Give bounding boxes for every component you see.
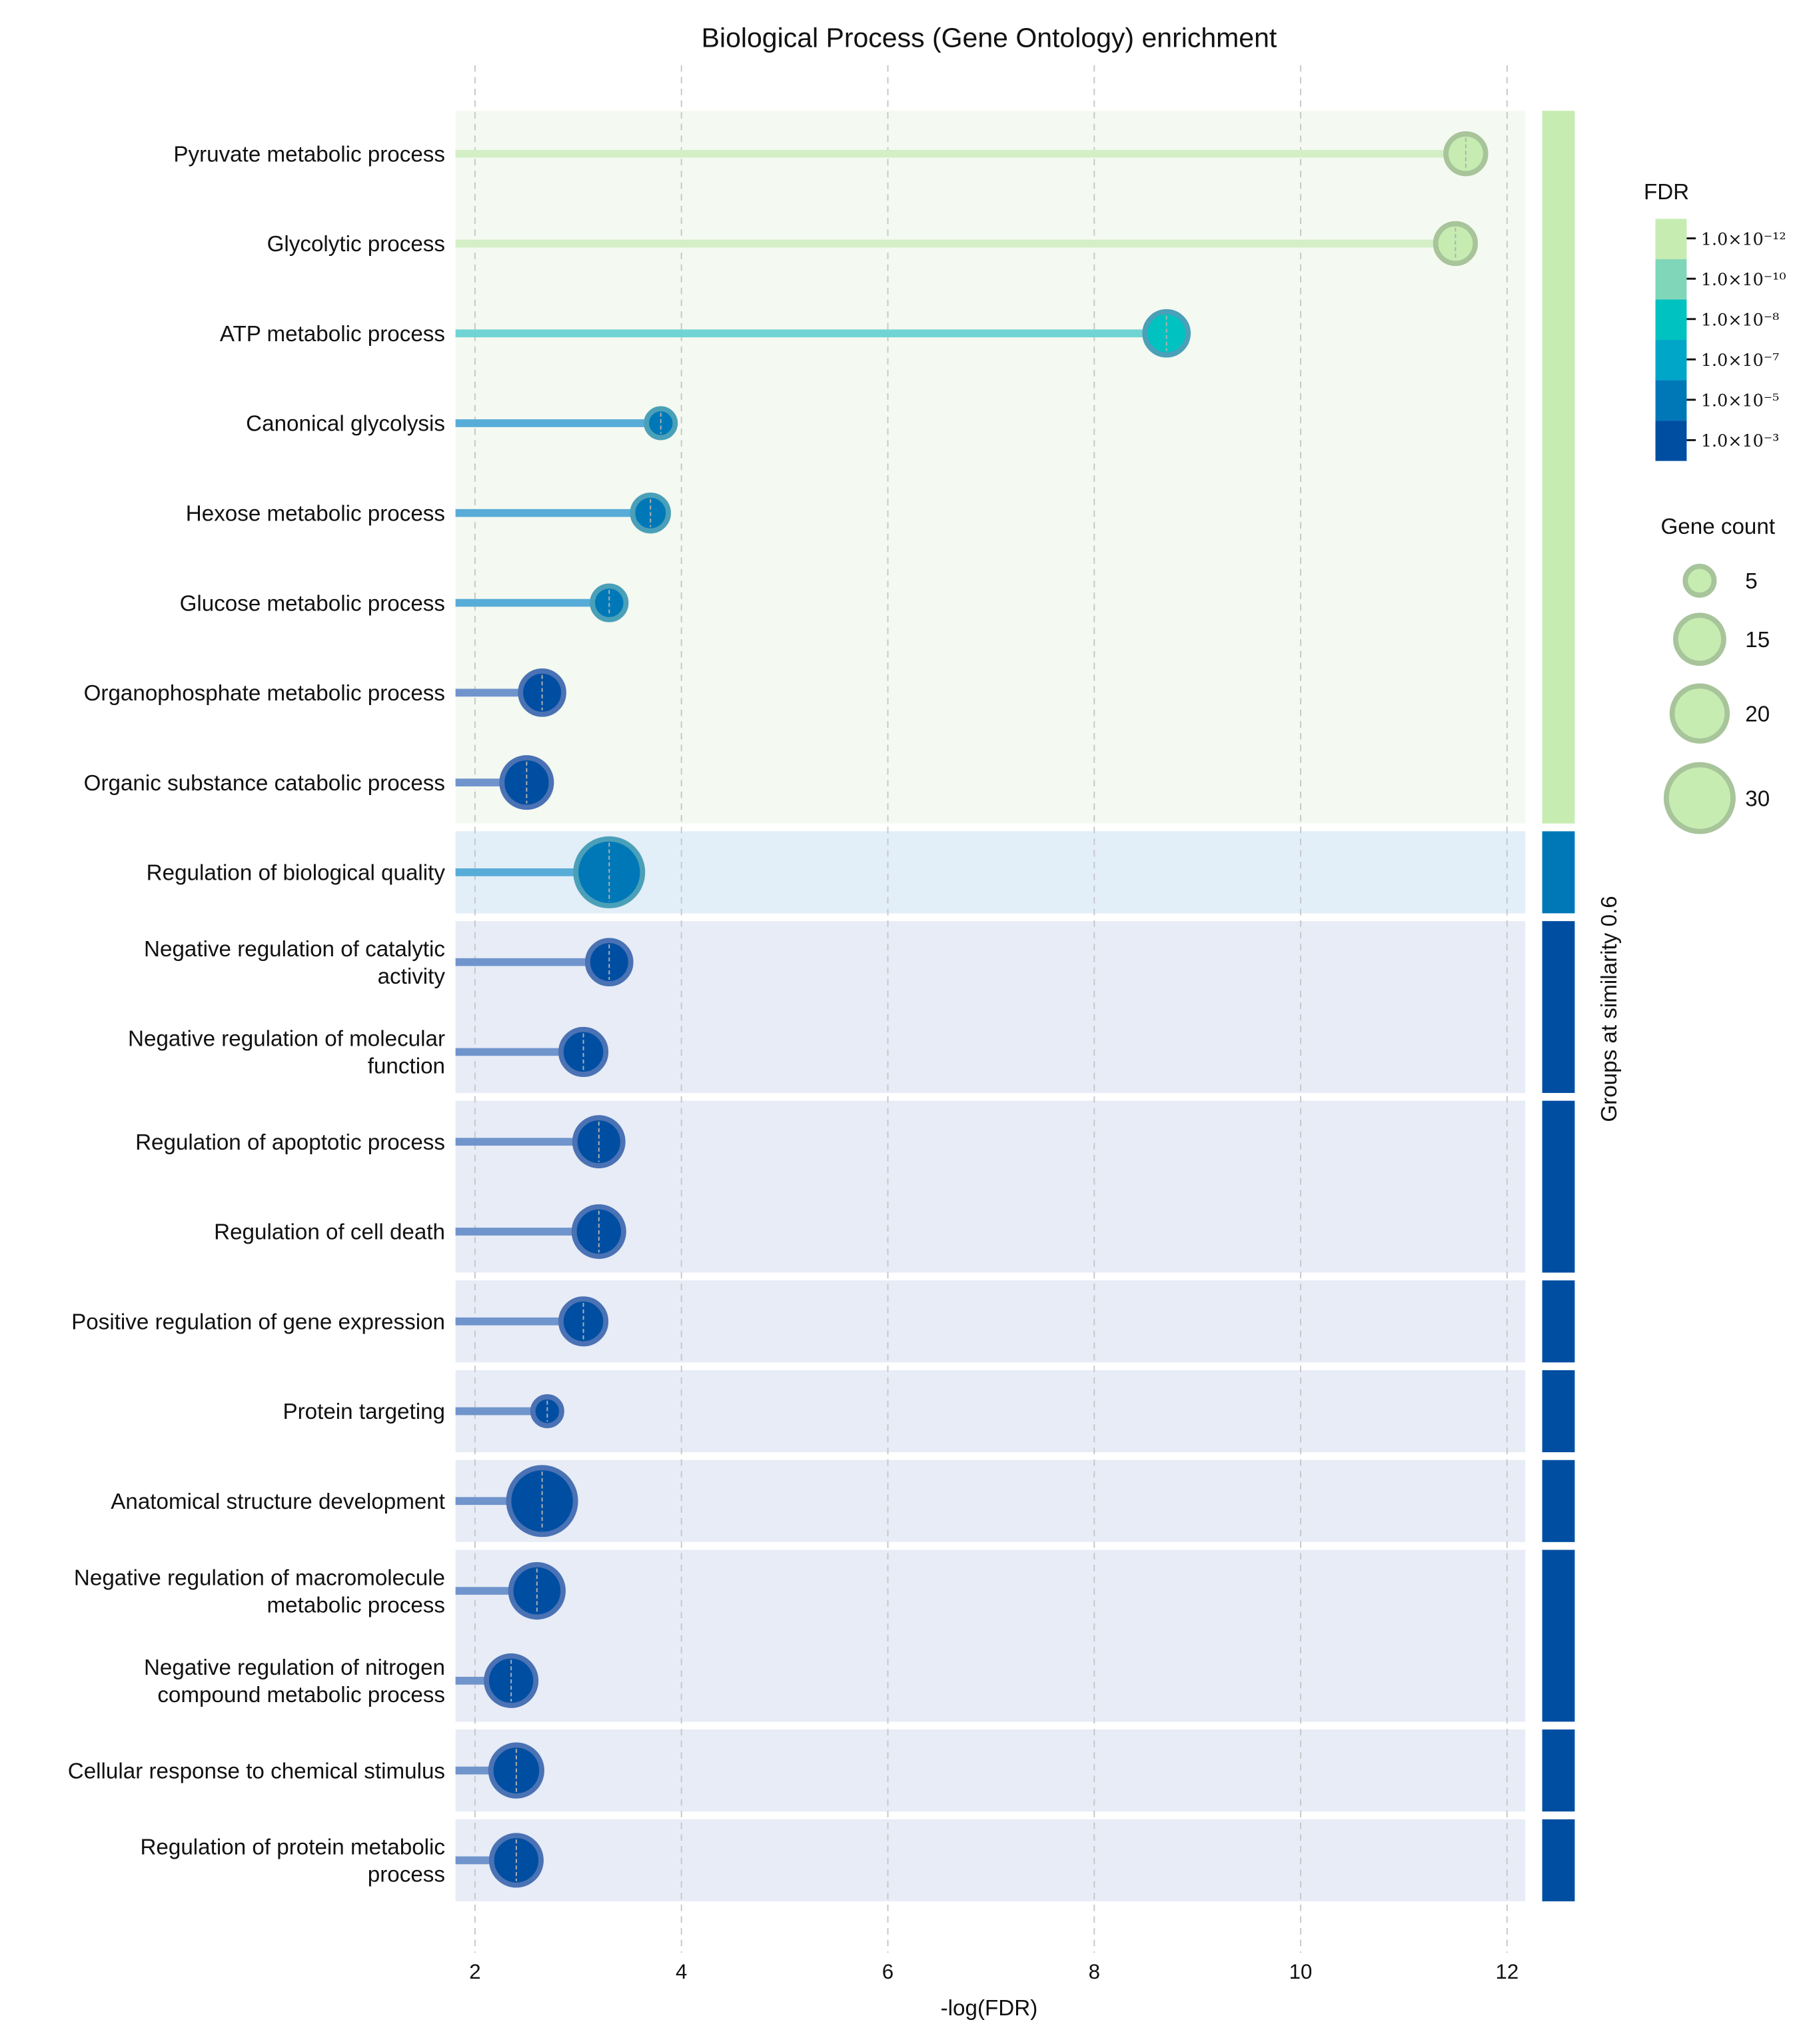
group-background: [455, 1460, 1526, 1542]
colorbar-tick-label: 1.0×10⁻⁸: [1701, 310, 1779, 330]
group-color-bar: [1542, 831, 1575, 914]
row-label: Negative regulation of nitrogen: [144, 1655, 445, 1680]
data-point: [644, 406, 678, 441]
row-label: Regulation of cell death: [214, 1220, 445, 1245]
row-label: Positive regulation of gene expression: [71, 1310, 445, 1334]
group-axis-label: Groups at similarity 0.6: [1597, 896, 1622, 1122]
row-label: Negative regulation of macromolecule: [74, 1565, 445, 1590]
x-tick-label: 4: [676, 1960, 687, 1983]
data-point: [518, 668, 566, 717]
row-label: Negative regulation of molecular: [128, 1027, 445, 1052]
group-background: [455, 1549, 1526, 1722]
colorbar-band: [1655, 259, 1687, 300]
group-color-bar: [1542, 1100, 1575, 1273]
group-color-bar: [1542, 1280, 1575, 1363]
size-legend-label: 5: [1745, 569, 1757, 594]
group-background: [455, 921, 1526, 1093]
size-legend-label: 30: [1745, 786, 1770, 811]
row-label: process: [368, 1863, 445, 1887]
group-color-bar: [1542, 1370, 1575, 1453]
colorbar-band: [1655, 219, 1687, 259]
row-label: Protein targeting: [283, 1400, 445, 1424]
data-point: [1142, 309, 1191, 358]
group-background: [455, 1729, 1526, 1812]
size-legend-label: 20: [1745, 702, 1770, 726]
row-label: Canonical glycolysis: [246, 412, 445, 437]
row-label: Glucose metabolic process: [180, 591, 445, 616]
row-label: Negative regulation of catalytic: [144, 937, 445, 962]
row-label: function: [368, 1054, 445, 1079]
row-label: Pyruvate metabolic process: [173, 142, 445, 167]
data-point: [558, 1026, 609, 1077]
group-color-bar: [1542, 1549, 1575, 1722]
group-color-bar: [1542, 921, 1575, 1093]
row-label: compound metabolic process: [157, 1683, 445, 1707]
colorbar-band: [1655, 380, 1687, 421]
row-label: Cellular response to chemical stimulus: [68, 1759, 445, 1783]
group-background: [455, 111, 1526, 824]
group-color-bar: [1542, 1460, 1575, 1542]
group-color-bar: [1542, 1819, 1575, 1901]
x-axis: 2 4 6 8 10 12: [469, 1960, 1518, 1983]
size-legend-circle: [1669, 683, 1730, 744]
row-label: Regulation of biological quality: [147, 861, 446, 886]
size-legend-title: Gene count: [1660, 514, 1775, 539]
x-tick-label: 6: [882, 1960, 894, 1983]
x-tick-label: 8: [1089, 1960, 1100, 1983]
group-color-bar: [1542, 111, 1575, 824]
group-background: [455, 1819, 1526, 1901]
row-label: Glycolytic process: [267, 232, 445, 257]
data-point: [530, 1394, 564, 1429]
size-legend-label: 15: [1745, 628, 1770, 652]
data-point: [558, 1296, 609, 1347]
group-color-bar: [1542, 1729, 1575, 1812]
chart-title: Biological Process (Gene Ontology) enric…: [702, 23, 1277, 53]
colorbar-tick-label: 1.0×10⁻⁷: [1701, 350, 1779, 370]
group-background: [455, 1280, 1526, 1363]
colorbar-title: FDR: [1644, 180, 1689, 205]
row-label: activity: [378, 964, 446, 989]
size-legend-circle: [1673, 612, 1726, 666]
colorbar-band: [1655, 421, 1687, 461]
x-tick-label: 10: [1289, 1960, 1313, 1983]
data-marks: [455, 131, 1489, 1888]
row-label: Hexose metabolic process: [186, 502, 445, 526]
group-backgrounds: [455, 111, 1575, 1901]
colorbar-band: [1655, 340, 1687, 381]
colorbar-tick-label: 1.0×10⁻¹²: [1701, 229, 1786, 249]
grid-lines: [474, 65, 1508, 1953]
colorbar-band: [1655, 299, 1687, 341]
data-point: [584, 938, 634, 986]
row-labels: Pyruvate metabolic process Glycolytic pro…: [68, 142, 446, 1887]
row-label: Regulation of protein metabolic: [140, 1835, 445, 1860]
group-background: [455, 1370, 1526, 1453]
legends: FDR 1.0×10⁻¹² 1.0×10⁻¹⁰ 1.0×10⁻⁸ 1.0×10⁻⁷ 1.0…: [1644, 180, 1786, 834]
data-point: [590, 583, 629, 622]
x-tick-label: 2: [469, 1960, 480, 1983]
row-label: metabolic process: [267, 1593, 445, 1617]
x-axis-label: -log(FDR): [941, 1996, 1038, 2021]
colorbar-tick-label: 1.0×10⁻⁵: [1701, 391, 1779, 411]
size-legend-circle: [1682, 563, 1717, 598]
group-background: [455, 1100, 1526, 1273]
colorbar-tick-label: 1.0×10⁻¹⁰: [1701, 269, 1786, 289]
size-legend-circle: [1663, 762, 1736, 834]
row-label: Organophosphate metabolic process: [84, 681, 445, 706]
colorbar-tick-label: 1.0×10⁻³: [1701, 431, 1779, 451]
row-label: Anatomical structure development: [111, 1490, 445, 1514]
row-label: ATP metabolic process: [220, 322, 445, 347]
row-label: Organic substance catabolic process: [84, 771, 445, 796]
row-label: Regulation of apoptotic process: [135, 1130, 445, 1155]
x-tick-label: 12: [1495, 1960, 1518, 1983]
